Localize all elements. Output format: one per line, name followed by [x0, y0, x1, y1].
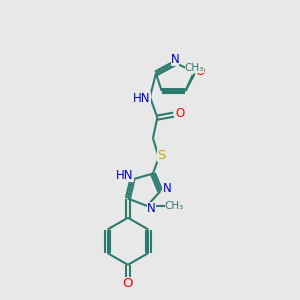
Text: O: O	[123, 278, 133, 290]
Text: CH₃: CH₃	[184, 63, 204, 74]
Text: S: S	[157, 148, 165, 161]
Text: O: O	[195, 65, 205, 79]
Text: O: O	[176, 107, 185, 120]
Text: CH₃: CH₃	[165, 201, 184, 211]
Text: HN: HN	[133, 92, 151, 105]
Text: HN: HN	[116, 169, 134, 182]
Text: N: N	[162, 182, 171, 195]
Text: N: N	[147, 202, 156, 215]
Text: N: N	[171, 53, 179, 66]
